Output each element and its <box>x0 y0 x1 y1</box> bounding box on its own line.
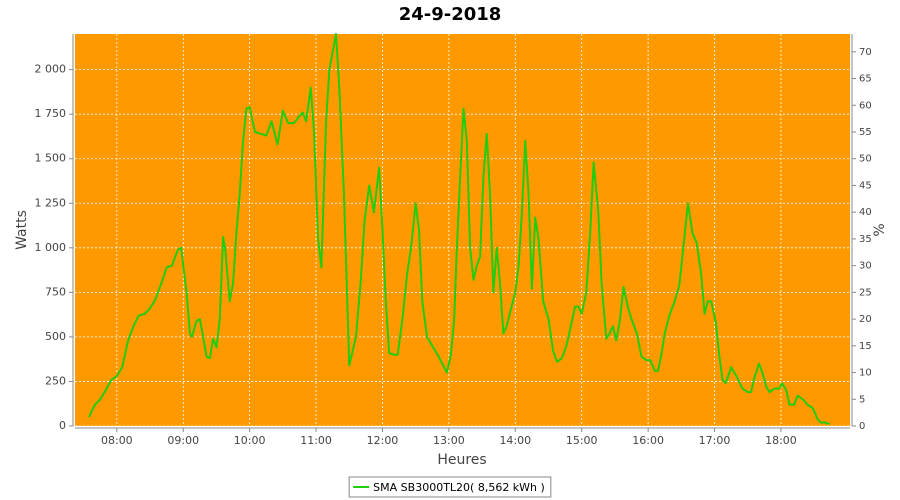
x-tick-label: 09:00 <box>167 434 199 447</box>
y-tick-label: 250 <box>45 374 66 387</box>
x-tick-label: 13:00 <box>433 434 465 447</box>
y2-tick-label: 25 <box>859 287 872 298</box>
y2-tick-label: 60 <box>859 100 872 111</box>
y2-tick-label: 65 <box>859 74 872 85</box>
y-tick-label: 2 000 <box>35 63 67 76</box>
legend: SMA SB3000TL20( 8,562 kWh ) <box>348 476 552 498</box>
y2-tick-label: 35 <box>859 234 872 245</box>
x-tick-label: 15:00 <box>566 434 598 447</box>
y2-tick-label: 10 <box>859 368 872 379</box>
x-tick-label: 14:00 <box>499 434 531 447</box>
y2-tick-label: 20 <box>859 314 872 325</box>
y2-tick-label: 50 <box>859 154 872 165</box>
y2-tick-label: 70 <box>859 47 872 58</box>
y-tick-label: 500 <box>45 330 66 343</box>
x-tick-label: 10:00 <box>234 434 266 447</box>
legend-box <box>348 476 552 498</box>
x-tick-label: 17:00 <box>699 434 731 447</box>
y-tick-label: 1 000 <box>35 241 67 254</box>
y2-tick-label: 40 <box>859 207 872 218</box>
x-tick-label: 16:00 <box>632 434 664 447</box>
x-axis-title: Heures <box>437 452 486 468</box>
y-tick-label: 1 500 <box>35 152 67 165</box>
x-tick-label: 08:00 <box>101 434 133 447</box>
y2-tick-label: 5 <box>859 394 865 405</box>
y2-tick-label: 0 <box>859 421 865 432</box>
y-axis-title: Watts <box>14 210 30 250</box>
y2-tick-label: 55 <box>859 127 872 138</box>
series-line <box>88 33 830 426</box>
chart-title: 24-9-2018 <box>399 4 502 25</box>
plot-background <box>75 34 850 426</box>
y-tick-label: 750 <box>45 285 66 298</box>
y2-tick-label: 45 <box>859 180 872 191</box>
x-tick-label: 18:00 <box>765 434 797 447</box>
y-tick-label: 0 <box>59 419 66 432</box>
y2-tick-label: 15 <box>859 341 872 352</box>
y-tick-label: 1 250 <box>35 196 67 209</box>
x-tick-label: 11:00 <box>300 434 332 447</box>
y2-axis-title: % <box>872 223 888 236</box>
y-tick-label: 1 750 <box>35 107 67 120</box>
y2-tick-label: 30 <box>859 261 872 272</box>
legend-label: SMA SB3000TL20( 8,562 kWh ) <box>373 481 545 494</box>
x-tick-label: 12:00 <box>367 434 399 447</box>
